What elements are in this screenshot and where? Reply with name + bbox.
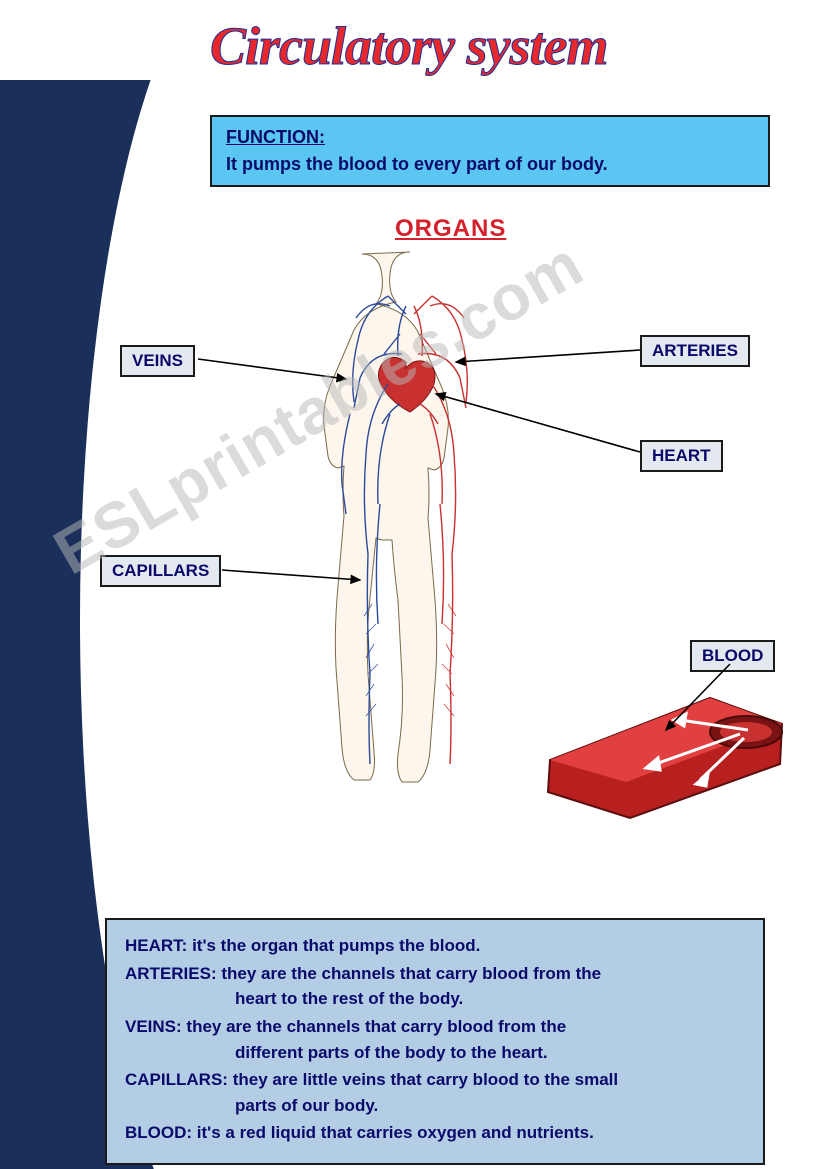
definitions-box: HEART: it's the organ that pumps the blo… xyxy=(105,918,765,1165)
def-capillars: CAPILLARS: they are little veins that ca… xyxy=(125,1068,745,1093)
label-heart: HEART xyxy=(640,440,723,472)
def-arteries-cont: heart to the rest of the body. xyxy=(125,987,745,1012)
def-arteries: ARTERIES: they are the channels that car… xyxy=(125,962,745,987)
def-capillars-cont: parts of our body. xyxy=(125,1094,745,1119)
def-veins: VEINS: they are the channels that carry … xyxy=(125,1015,745,1040)
def-blood: BLOOD: it's a red liquid that carries ox… xyxy=(125,1121,745,1146)
function-box: FUNCTION: It pumps the blood to every pa… xyxy=(210,115,770,187)
function-text: It pumps the blood to every part of our … xyxy=(226,154,608,174)
label-blood: BLOOD xyxy=(690,640,775,672)
blood-vessel-diagram xyxy=(530,690,790,820)
label-veins: VEINS xyxy=(120,345,195,377)
body-diagram xyxy=(280,244,540,804)
label-capillars: CAPILLARS xyxy=(100,555,221,587)
def-veins-cont: different parts of the body to the heart… xyxy=(125,1041,745,1066)
organs-heading: ORGANS xyxy=(395,215,506,243)
def-heart: HEART: it's the organ that pumps the blo… xyxy=(125,934,745,959)
function-label: FUNCTION: xyxy=(226,127,754,148)
label-arteries: ARTERIES xyxy=(640,335,750,367)
page-title: Circulatory system xyxy=(210,15,608,77)
